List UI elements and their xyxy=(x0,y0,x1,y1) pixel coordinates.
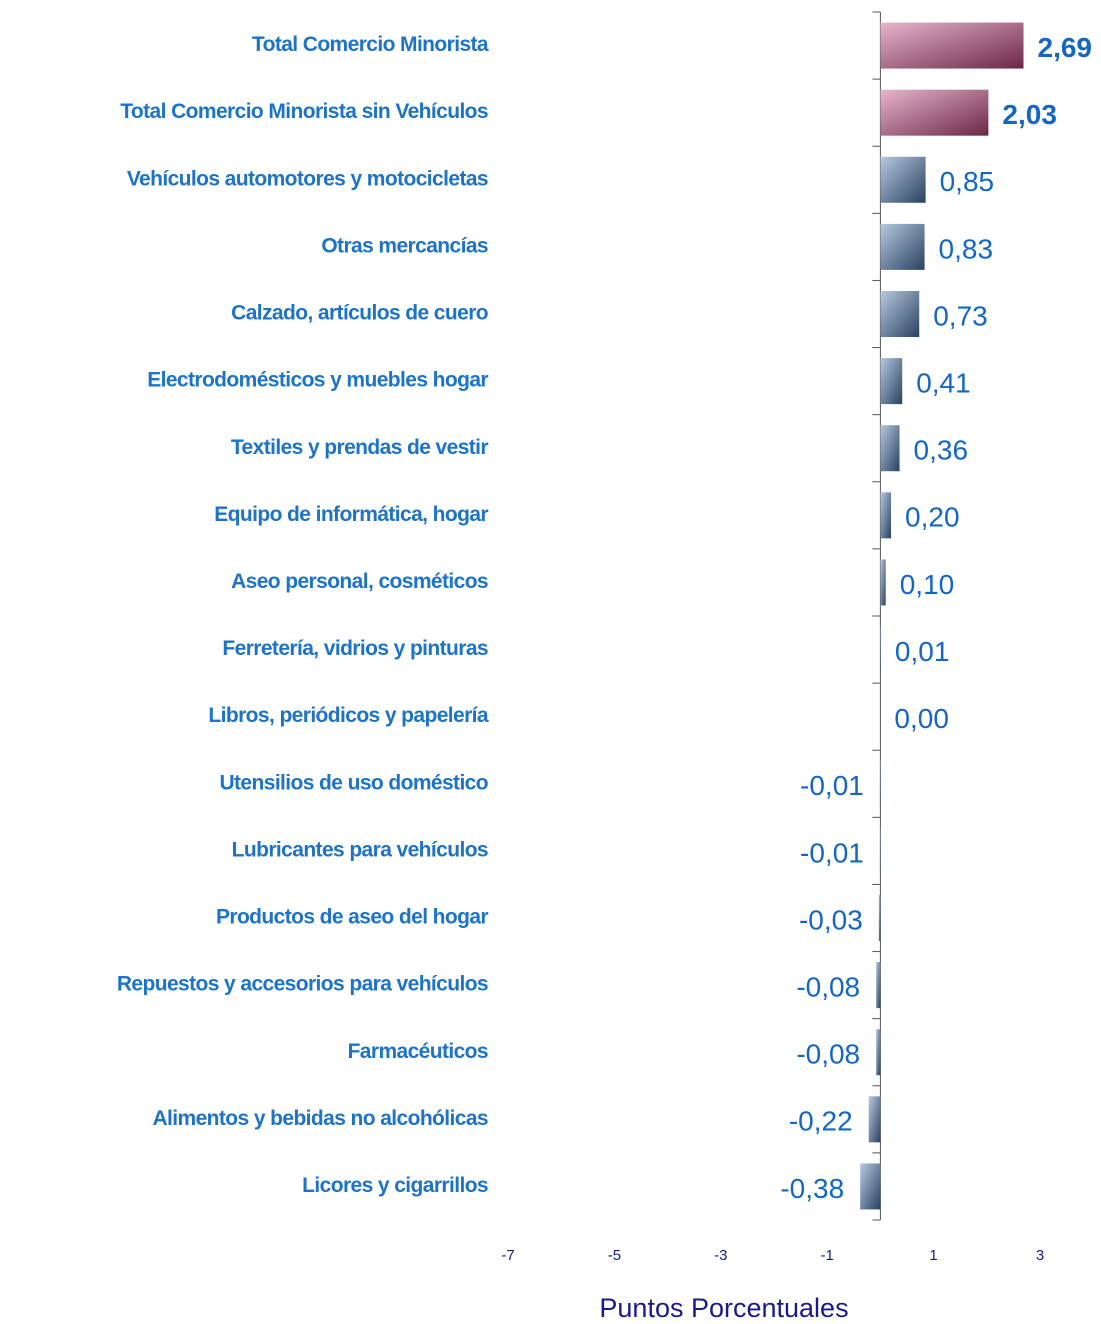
x-tick-label: -7 xyxy=(501,1247,514,1264)
category-label: Otras mercancías xyxy=(321,234,488,257)
value-label: 0,20 xyxy=(905,502,960,533)
category-label: Licores y cigarrillos xyxy=(302,1174,488,1197)
category-label: Textiles y prendas de vestir xyxy=(231,436,489,459)
bar xyxy=(880,89,989,136)
x-tick-label: 1 xyxy=(929,1247,937,1264)
category-label: Vehículos automotores y motocicletas xyxy=(127,167,488,190)
category-label: Ferretería, vidrios y pinturas xyxy=(222,637,488,660)
category-label: Alimentos y bebidas no alcohólicas xyxy=(152,1107,488,1130)
value-label: -0,01 xyxy=(800,837,864,868)
value-label: 0,10 xyxy=(900,569,955,600)
bar xyxy=(880,156,926,203)
bar xyxy=(860,1163,881,1210)
value-label: 0,41 xyxy=(916,368,971,399)
category-label: Lubricantes para vehículos xyxy=(232,838,488,861)
bar xyxy=(880,358,903,405)
category-label: Calzado, artículos de cuero xyxy=(231,302,488,325)
value-label: -0,22 xyxy=(789,1106,853,1137)
category-label: Repuestos y accesorios para vehículos xyxy=(117,973,488,996)
category-label: Farmacéuticos xyxy=(348,1040,488,1063)
category-label: Productos de aseo del hogar xyxy=(216,906,488,929)
value-label: -0,38 xyxy=(780,1173,844,1204)
x-tick-label: -1 xyxy=(821,1247,834,1264)
value-label: 0,01 xyxy=(895,636,950,667)
value-label: -0,01 xyxy=(800,770,864,801)
category-label: Total Comercio Minorista sin Vehículos xyxy=(120,100,488,123)
bar xyxy=(876,1029,881,1076)
bar xyxy=(876,962,881,1009)
bar xyxy=(880,559,886,606)
bar xyxy=(880,626,881,673)
x-axis-title: Puntos Porcentuales xyxy=(599,1293,848,1323)
bar xyxy=(868,1096,881,1143)
category-label: Total Comercio Minorista xyxy=(252,33,489,56)
category-label: Electrodomésticos y muebles hogar xyxy=(147,369,488,392)
category-label: Aseo personal, cosméticos xyxy=(231,570,488,593)
value-label: 2,69 xyxy=(1038,32,1093,63)
bar xyxy=(880,492,892,539)
bar xyxy=(879,760,881,807)
category-label: Equipo de informática, hogar xyxy=(214,503,488,526)
bar xyxy=(879,827,881,874)
x-tick-label: 3 xyxy=(1036,1247,1044,1264)
x-tick-label: -3 xyxy=(714,1247,727,1264)
value-label: -0,08 xyxy=(796,972,860,1003)
value-label: -0,08 xyxy=(796,1039,860,1070)
category-label: Utensilios de uso doméstico xyxy=(219,771,488,794)
bar xyxy=(880,223,925,270)
bar xyxy=(880,425,900,472)
category-label: Libros, periódicos y papelería xyxy=(208,704,489,727)
bar xyxy=(880,291,920,337)
value-label: 0,73 xyxy=(933,300,988,331)
value-label: 0,85 xyxy=(940,166,995,197)
value-label: 0,83 xyxy=(939,233,994,264)
value-label: -0,03 xyxy=(799,904,863,935)
value-label: 0,36 xyxy=(914,435,969,466)
value-label: 0,00 xyxy=(894,703,949,734)
bar xyxy=(880,22,1024,69)
value-label: 2,03 xyxy=(1002,99,1057,130)
bar xyxy=(878,895,881,941)
x-tick-label: -5 xyxy=(608,1247,621,1264)
